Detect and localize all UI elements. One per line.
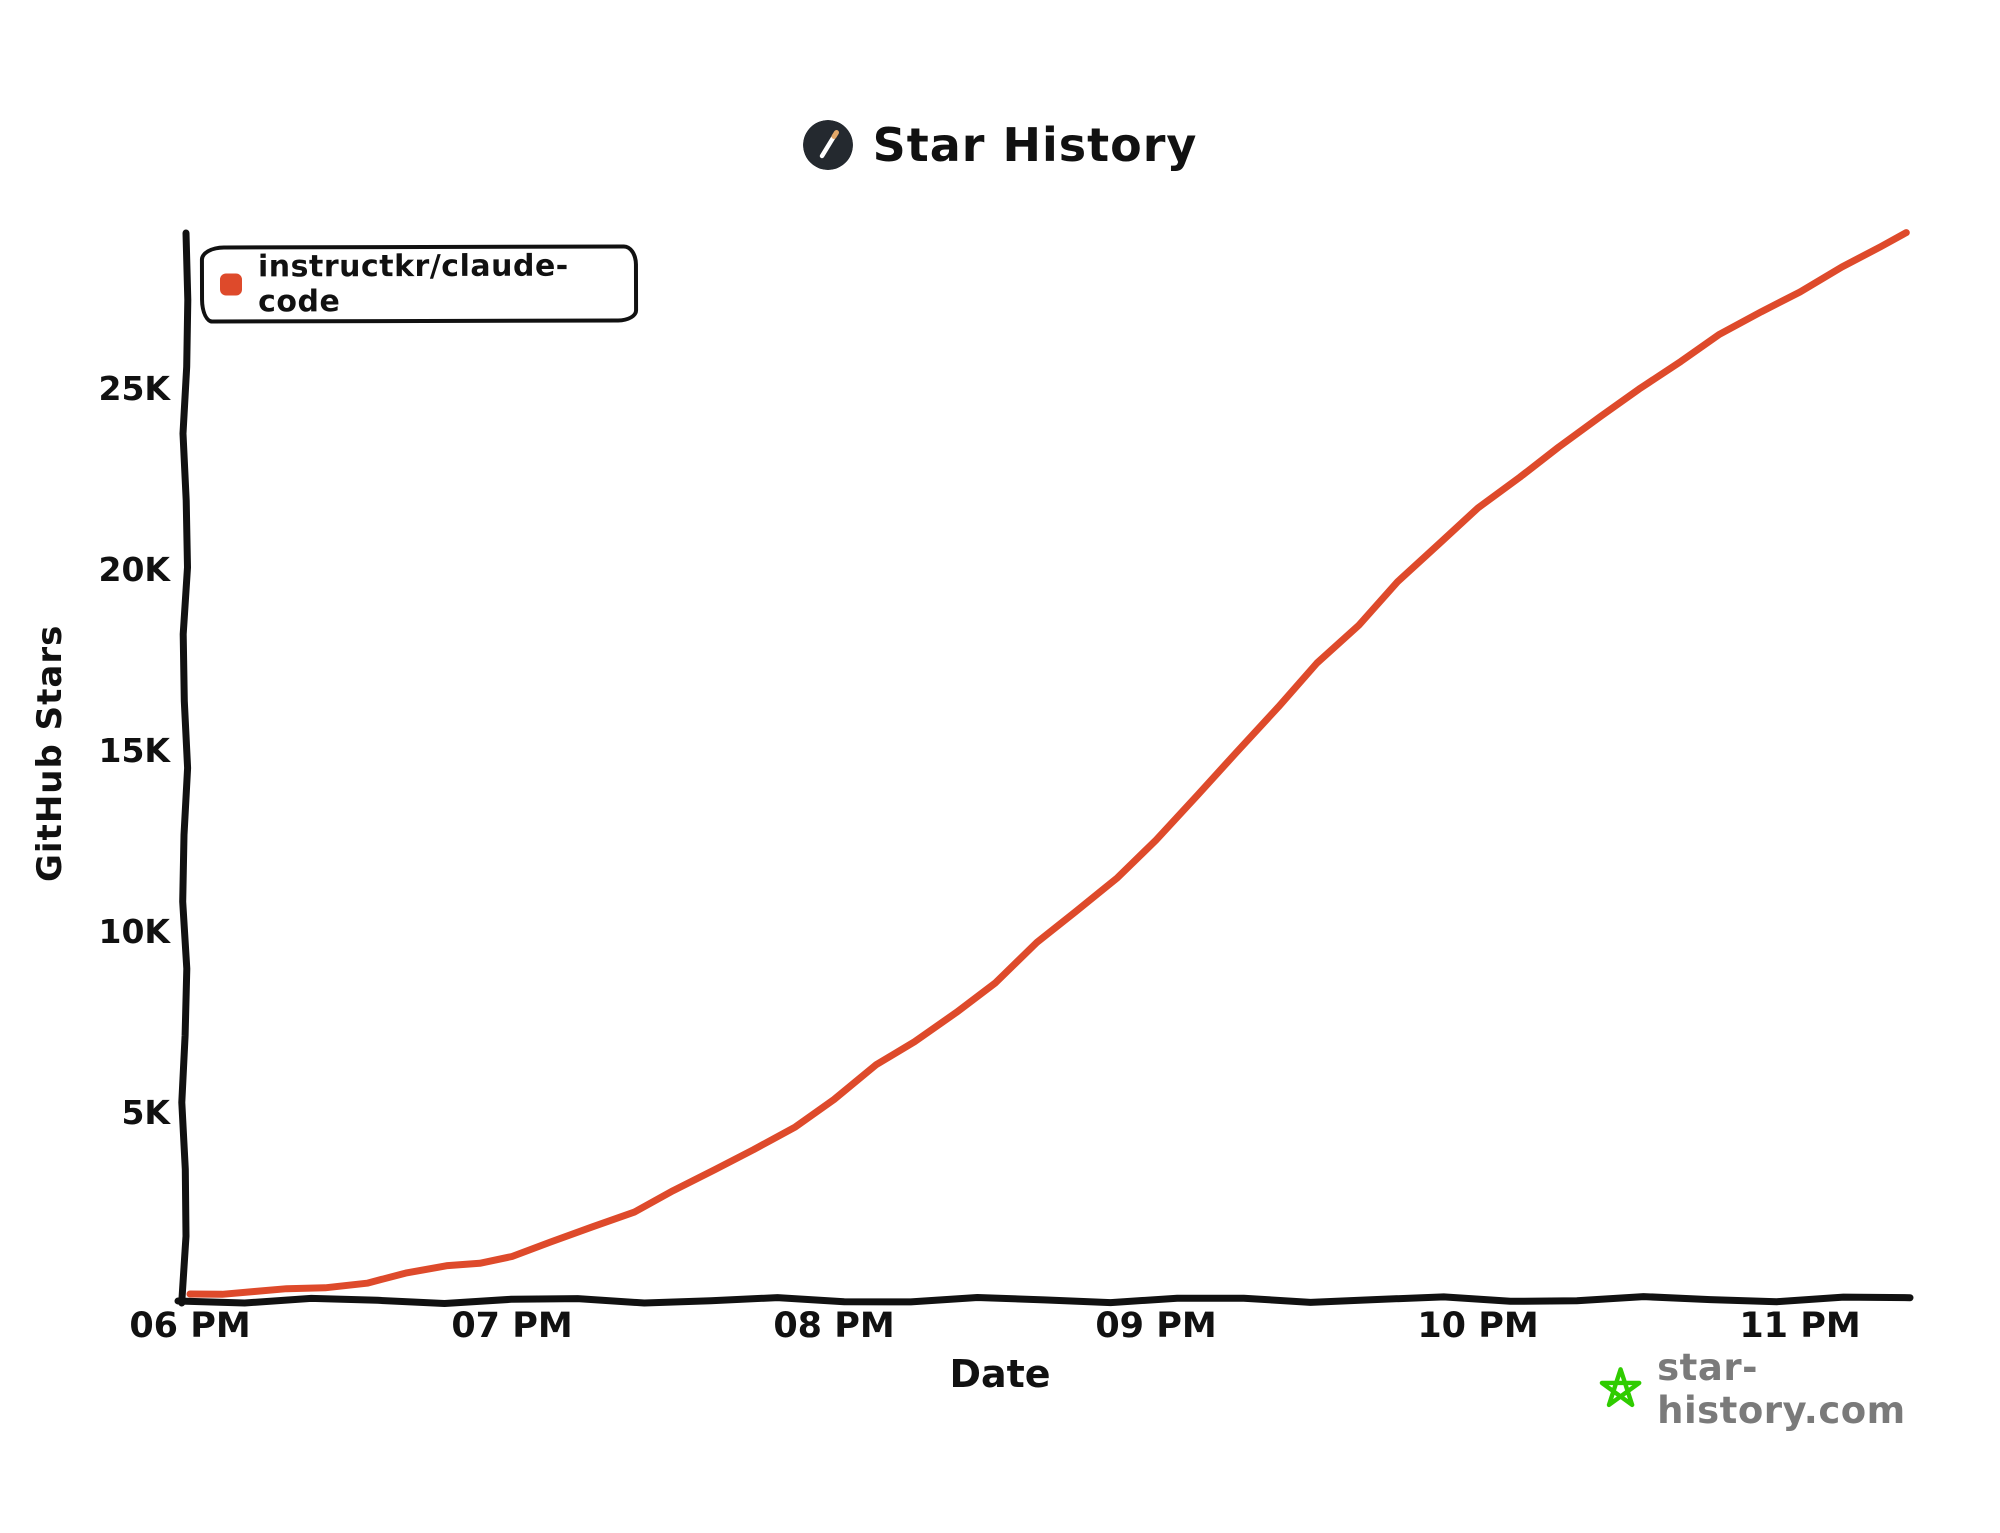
x-tick-label: 10 PM: [1417, 1306, 1539, 1346]
x-axis-line: [174, 1293, 1914, 1307]
green-star-icon: [1599, 1367, 1642, 1408]
series-marker-icon: [219, 273, 243, 296]
x-tick-label: 11 PM: [1739, 1306, 1861, 1346]
site-link-text: star-history.com: [1657, 1346, 1906, 1432]
y-tick-label: 20K: [98, 550, 171, 589]
page-title: Star History: [872, 118, 1198, 172]
y-axis-line: [178, 229, 192, 1307]
x-tick-label: 08 PM: [773, 1306, 895, 1346]
x-axis-title: Date: [949, 1352, 1051, 1396]
y-tick-label: 15K: [98, 731, 171, 770]
y-tick-label: 5K: [121, 1093, 170, 1132]
x-tick-label: 09 PM: [1095, 1306, 1217, 1346]
x-tick-label: 06 PM: [129, 1306, 251, 1346]
legend: instructkr/claude-code: [199, 244, 639, 324]
y-tick-label: 10K: [98, 912, 171, 951]
legend-series-label: instructkr/claude-code: [257, 248, 569, 320]
star-history-logo-pencil-icon: [802, 120, 853, 170]
x-tick-label: 07 PM: [451, 1306, 573, 1346]
series-line-instructkr/claude-code: [186, 229, 1910, 1298]
chart-header: Star History: [0, 118, 2000, 172]
watermark: star-history.com: [1598, 1346, 2000, 1432]
y-tick-label: 25K: [98, 369, 171, 408]
